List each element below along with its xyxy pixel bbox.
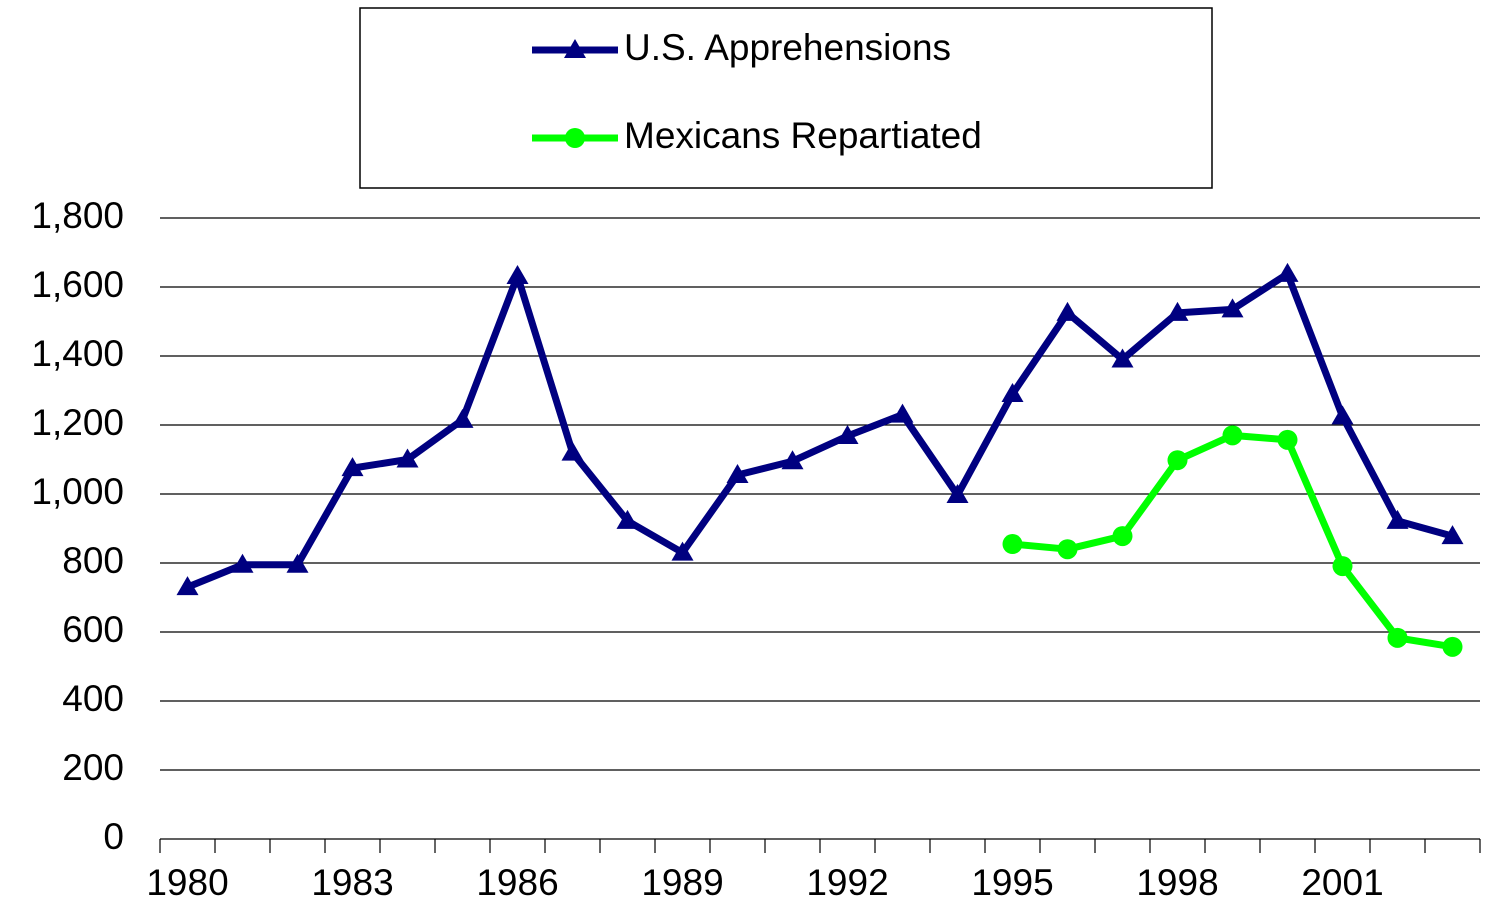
data-point <box>1386 509 1409 529</box>
data-point <box>1001 382 1024 402</box>
y-tick-label: 1,000 <box>31 471 124 512</box>
legend-label: Mexicans Repartiated <box>624 115 982 156</box>
x-tick-label: 1983 <box>311 862 393 903</box>
y-tick-label: 1,200 <box>31 402 124 443</box>
data-point <box>1056 301 1079 321</box>
legend-marker <box>565 128 585 148</box>
x-tick-label: 1980 <box>146 862 228 903</box>
data-point <box>671 541 694 561</box>
data-point <box>1002 534 1023 555</box>
data-point <box>1331 405 1354 425</box>
data-point <box>1276 262 1299 282</box>
data-point <box>1111 348 1134 368</box>
data-point <box>616 509 639 529</box>
data-point <box>836 425 859 445</box>
data-point <box>1221 298 1244 318</box>
data-point <box>1387 627 1408 648</box>
data-point <box>1057 539 1078 560</box>
x-tick-label: 1995 <box>971 862 1053 903</box>
x-tick-label: 1998 <box>1136 862 1218 903</box>
y-tick-label: 800 <box>62 540 124 581</box>
data-point <box>726 464 749 484</box>
data-point <box>341 457 364 477</box>
data-point <box>231 553 254 573</box>
x-tick-label: 1986 <box>476 862 558 903</box>
legend-label: U.S. Apprehensions <box>624 27 951 68</box>
y-tick-label: 200 <box>62 747 124 788</box>
x-tick-label: 1989 <box>641 862 723 903</box>
y-tick-label: 1,800 <box>31 195 124 236</box>
data-point <box>891 403 914 423</box>
series-line <box>1012 431 1454 651</box>
legend-marker <box>564 39 586 58</box>
data-point <box>1332 556 1353 577</box>
data-point <box>396 448 419 468</box>
legend-box <box>359 7 1213 189</box>
data-point <box>1166 301 1189 321</box>
y-tick-label: 1,600 <box>31 264 124 305</box>
data-point <box>176 576 199 596</box>
data-point <box>506 264 529 284</box>
data-point <box>1441 525 1464 545</box>
data-point <box>451 408 474 428</box>
data-point <box>946 484 969 504</box>
data-point <box>1222 425 1243 446</box>
x-tick-label: 1992 <box>806 862 888 903</box>
y-tick-label: 1,400 <box>31 333 124 374</box>
y-tick-label: 400 <box>62 678 124 719</box>
data-point <box>561 441 584 461</box>
data-point <box>1112 526 1133 547</box>
data-point <box>286 553 309 573</box>
data-point <box>1167 450 1188 471</box>
y-tick-label: 0 <box>103 816 124 857</box>
x-tick-label: 2001 <box>1301 862 1383 903</box>
y-tick-label: 600 <box>62 609 124 650</box>
data-point <box>1277 429 1298 450</box>
series-line <box>186 270 1454 591</box>
data-point <box>781 450 804 470</box>
data-point <box>1442 636 1463 657</box>
